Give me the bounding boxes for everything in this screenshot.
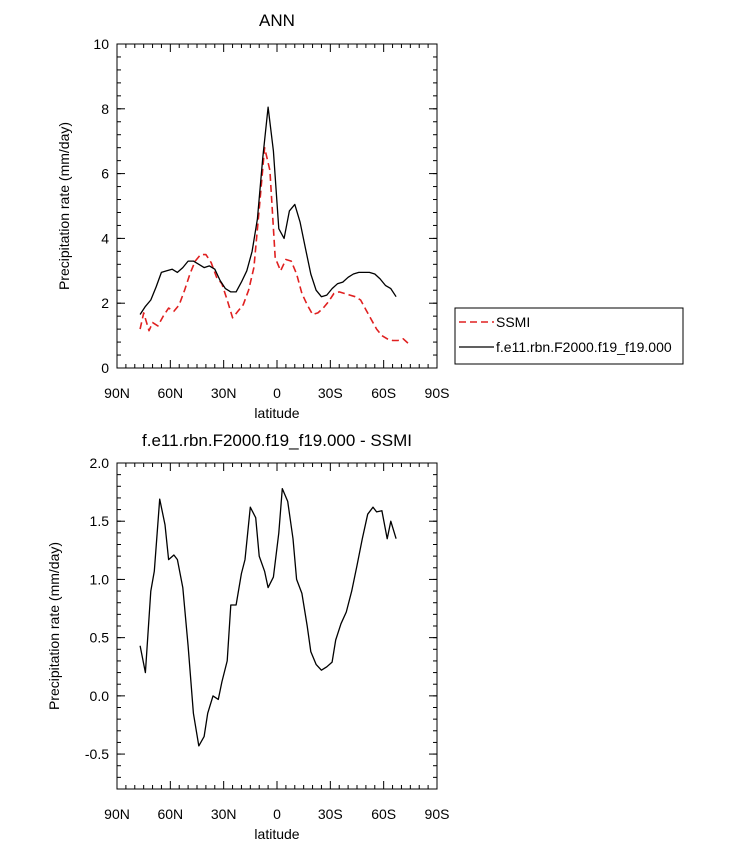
x-tick-label: 90S: [425, 806, 450, 822]
x-tick-label: 90S: [425, 385, 450, 401]
y-tick-label: 10: [93, 36, 109, 52]
legend: SSMI f.e11.rbn.F2000.f19_f19.000: [454, 307, 684, 365]
x-tick-label: 60S: [371, 806, 396, 822]
x-tick-label: 60N: [157, 385, 183, 401]
plot-frame: [116, 462, 438, 790]
series-line-ssmi: [139, 146, 410, 345]
y-tick-label: 2.0: [90, 455, 110, 471]
y-tick-label: 1.0: [90, 571, 110, 587]
y-axis-label: Precipitation rate (mm/day): [56, 122, 72, 290]
y-tick-label: 8: [101, 101, 109, 117]
y-tick-label: 0: [101, 360, 109, 376]
x-tick-label: 30N: [211, 806, 237, 822]
series-line-f-e11-rbn-f2000-f19-f19-000: [139, 106, 397, 315]
x-tick-label: 60N: [157, 806, 183, 822]
y-tick-label: 2: [101, 295, 109, 311]
legend-label: SSMI: [496, 314, 530, 330]
plot-panel-2: f.e11.rbn.F2000.f19_f19.000 - SSMI 90N 60N…: [46, 431, 449, 842]
x-tick-label: 30N: [211, 385, 237, 401]
x-axis-label: latitude: [254, 826, 299, 842]
y-tick-label: 0.0: [90, 688, 110, 704]
legend-box: [454, 307, 684, 365]
y-tick-label: 0.5: [90, 630, 110, 646]
legend-label: f.e11.rbn.F2000.f19_f19.000: [496, 339, 672, 355]
x-tick-label: 0: [273, 806, 281, 822]
chart-title: ANN: [259, 11, 295, 30]
y-tick-label: 1.5: [90, 513, 110, 529]
y-tick-label: -0.5: [85, 746, 109, 762]
x-axis-label: latitude: [254, 405, 299, 421]
x-tick-label: 90N: [104, 806, 130, 822]
y-tick-label: 4: [101, 230, 109, 246]
chart-title: f.e11.rbn.F2000.f19_f19.000 - SSMI: [142, 431, 412, 450]
plot-panel-1: ANN 90N 60N 30N 0 30S 60S 90S 0 2 4 6 8 10 latitude Pre…: [56, 11, 684, 421]
x-tick-label: 90N: [104, 385, 130, 401]
x-tick-label: 30S: [318, 385, 343, 401]
x-tick-label: 0: [273, 385, 281, 401]
y-axis-label: Precipitation rate (mm/day): [46, 542, 62, 710]
y-tick-label: 6: [101, 166, 109, 182]
x-tick-label: 30S: [318, 806, 343, 822]
x-tick-label: 60S: [371, 385, 396, 401]
series-line-difference: [139, 487, 397, 747]
